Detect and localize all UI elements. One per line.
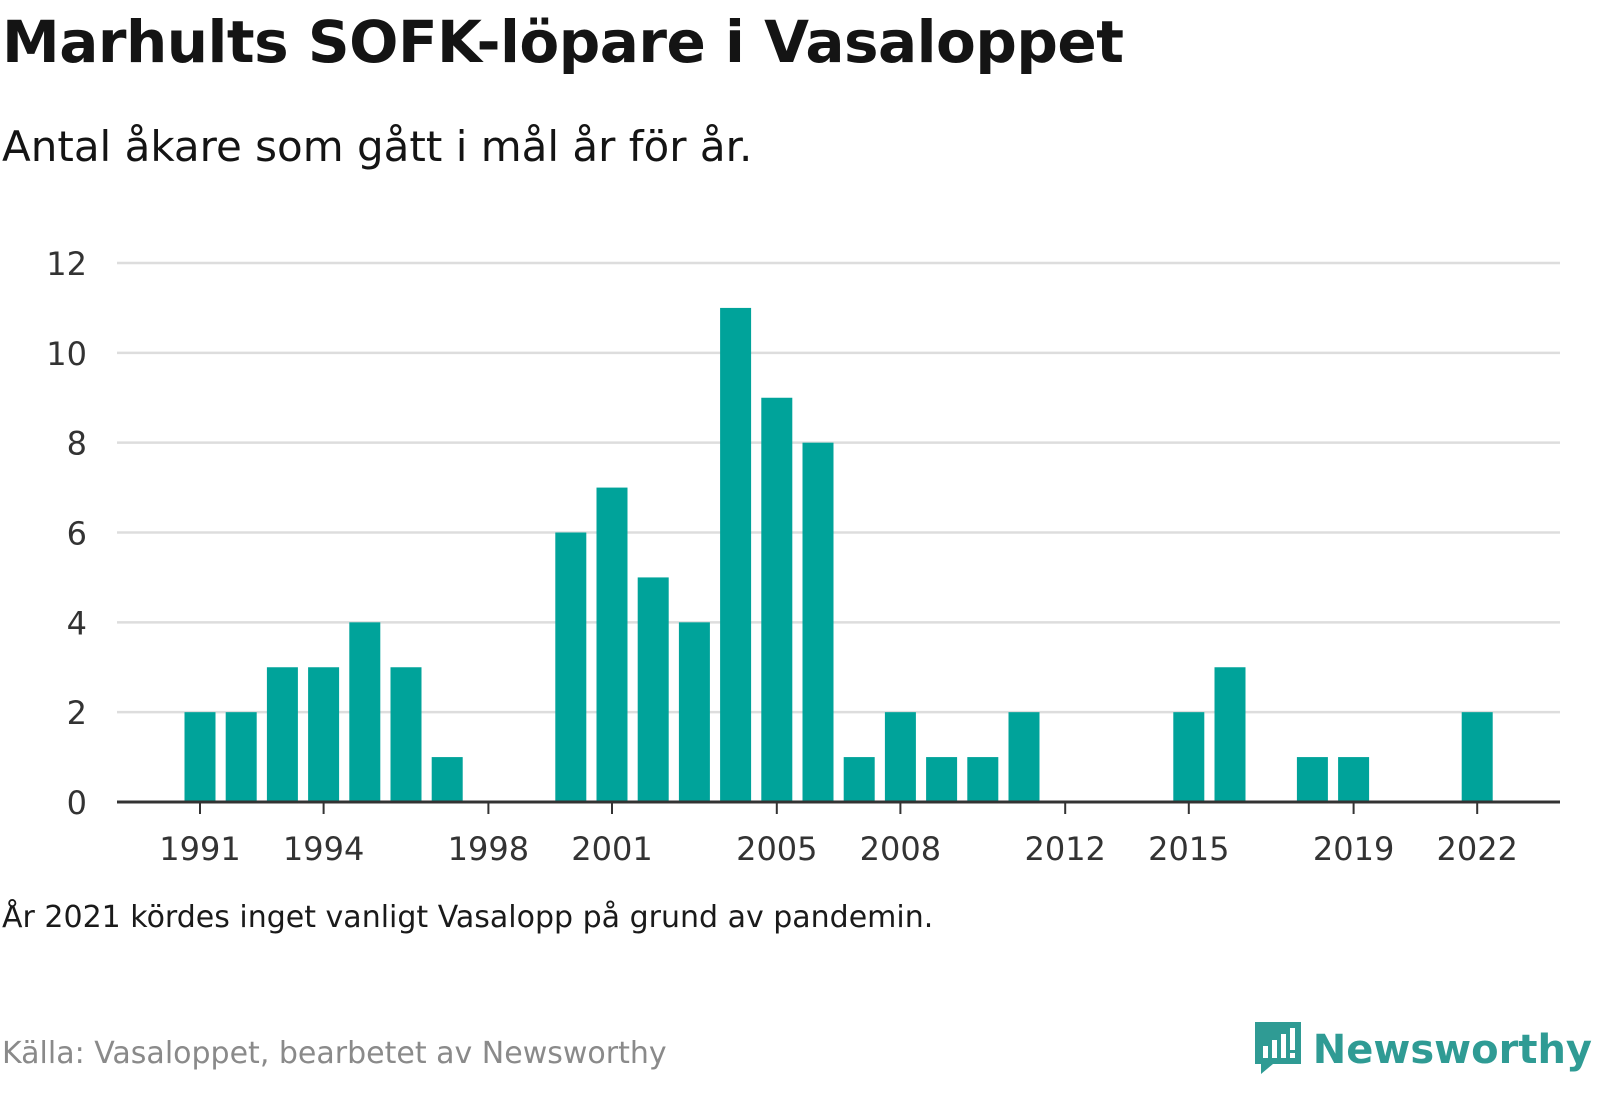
x-tick-label: 2015 xyxy=(1148,830,1229,868)
bar-2009 xyxy=(926,757,958,802)
chart-subtitle: Antal åkare som gått i mål år för år. xyxy=(2,122,753,171)
x-tick-label: 2001 xyxy=(571,830,652,868)
bar-2006 xyxy=(802,442,834,802)
chart-title: Marhults SOFK-löpare i Vasaloppet xyxy=(2,8,1124,76)
bar-chart: 0 2 4 6 8 10 12 1991 1994 1998 2001 2005 2008 2012 201… xyxy=(46,245,1560,868)
bar-2018 xyxy=(1296,757,1328,802)
x-tick-label: 2012 xyxy=(1024,830,1105,868)
y-tick-label: 8 xyxy=(67,425,87,463)
bar-1993 xyxy=(266,667,298,802)
bar-1995 xyxy=(349,622,381,802)
bar-2007 xyxy=(843,757,875,802)
y-tick-label: 0 xyxy=(67,784,87,822)
bar-2022 xyxy=(1461,712,1493,802)
y-tick-label: 2 xyxy=(67,694,87,732)
bar-2011 xyxy=(1008,712,1040,802)
y-tick-label: 4 xyxy=(67,604,87,642)
x-tick-label: 1998 xyxy=(448,830,529,868)
bar-1992 xyxy=(225,712,257,802)
bar-2010 xyxy=(967,757,999,802)
bar-2015 xyxy=(1173,712,1205,802)
y-tick-label: 6 xyxy=(67,515,87,553)
bar-2004 xyxy=(720,307,752,802)
bar-1994 xyxy=(308,667,340,802)
y-tick-label: 12 xyxy=(46,245,87,283)
bar-1991 xyxy=(184,712,216,802)
bar-2005 xyxy=(761,397,793,802)
bar-2019 xyxy=(1338,757,1370,802)
bar-2003 xyxy=(678,622,710,802)
bar-2000 xyxy=(555,532,587,802)
chart-note: År 2021 kördes inget vanligt Vasalopp på… xyxy=(2,900,934,935)
y-tick-label: 10 xyxy=(46,335,87,373)
x-tick-label: 2022 xyxy=(1436,830,1517,868)
x-tick-label: 1991 xyxy=(159,830,240,868)
bar-1997 xyxy=(431,757,463,802)
brand-name: Newsworthy xyxy=(1312,1027,1592,1073)
bar-2016 xyxy=(1214,667,1246,802)
bar-2001 xyxy=(596,487,628,802)
bar-1996 xyxy=(390,667,422,802)
brand-logo: Newsworthy xyxy=(1253,1020,1592,1080)
x-tick-label: 2005 xyxy=(736,830,817,868)
x-tick-label: 1994 xyxy=(283,830,364,868)
bar-2008 xyxy=(884,712,916,802)
newsworthy-logo-icon xyxy=(1253,1020,1303,1080)
x-tick-label: 2019 xyxy=(1313,830,1394,868)
x-tick-label: 2008 xyxy=(860,830,941,868)
source-text: Källa: Vasaloppet, bearbetet av Newswort… xyxy=(2,1036,667,1071)
bar-2002 xyxy=(637,577,669,802)
